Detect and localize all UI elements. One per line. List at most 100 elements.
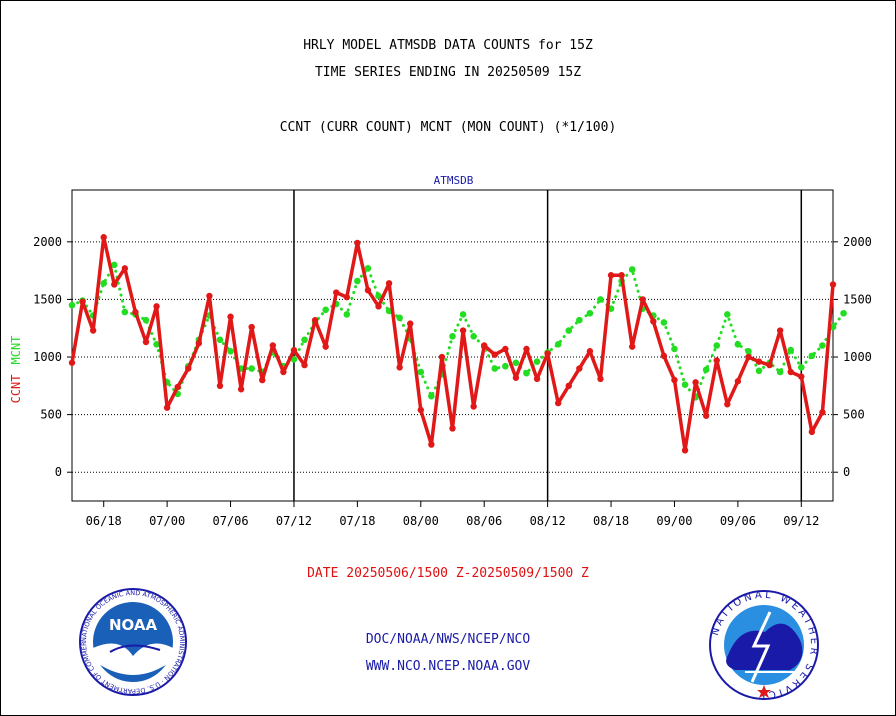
data-point-mcnt <box>671 345 678 353</box>
data-point-mcnt <box>343 311 351 318</box>
ytick-label-left: 0 <box>55 465 62 479</box>
ytick-label-right: 1500 <box>843 292 872 306</box>
data-point-ccnt <box>259 376 266 384</box>
chart-title-line1: HRLY MODEL ATMSDB DATA COUNTS for 15Z <box>303 38 593 53</box>
data-point-mcnt <box>470 332 477 340</box>
data-point-ccnt <box>544 350 551 357</box>
data-point-ccnt <box>206 292 213 300</box>
data-point-ccnt <box>185 365 192 372</box>
data-point-ccnt <box>523 345 530 353</box>
data-point-mcnt <box>512 359 520 367</box>
xtick-label: 07/12 <box>276 514 312 528</box>
data-point-mcnt <box>724 311 731 318</box>
data-point-mcnt <box>628 266 636 273</box>
data-point-ccnt <box>132 308 139 316</box>
data-point-mcnt <box>110 261 118 269</box>
date-range: DATE 20250506/1500 Z-20250509/1500 Z <box>307 566 589 581</box>
xtick-label: 09/06 <box>720 514 756 528</box>
xtick-label: 09/00 <box>656 514 692 528</box>
data-point-ccnt <box>745 353 752 361</box>
data-point-mcnt <box>745 347 752 355</box>
data-point-mcnt <box>713 342 721 349</box>
data-point-ccnt <box>100 234 107 241</box>
xtick-label: 07/00 <box>149 514 185 528</box>
data-point-mcnt <box>755 367 763 375</box>
data-point-mcnt <box>554 341 562 348</box>
website-link[interactable]: WWW.NCO.NCEP.NOAA.GOV <box>365 659 531 674</box>
data-point-mcnt <box>142 316 150 324</box>
ytick-label-right: 0 <box>843 465 850 479</box>
xtick-label: 08/18 <box>593 514 629 528</box>
y-axis-label: CCNT MCNT <box>9 336 23 404</box>
data-point-mcnt <box>840 309 847 317</box>
data-point-mcnt <box>248 365 255 372</box>
data-point-ccnt <box>533 375 541 383</box>
data-point-mcnt <box>491 365 499 372</box>
data-point-mcnt <box>797 364 805 371</box>
data-point-ccnt <box>385 280 393 287</box>
data-point-ccnt <box>470 403 477 410</box>
data-point-ccnt <box>650 318 657 325</box>
data-point-mcnt <box>533 358 541 365</box>
data-point-ccnt <box>628 343 636 350</box>
panel-label: ATMSDB <box>434 174 474 187</box>
data-point-ccnt <box>724 401 731 408</box>
data-point-mcnt <box>681 381 689 388</box>
data-point-ccnt <box>829 281 837 288</box>
data-point-ccnt <box>755 358 763 365</box>
ytick-label-right: 2000 <box>843 235 872 249</box>
data-point-ccnt <box>766 361 773 369</box>
data-point-ccnt <box>565 382 572 390</box>
data-point-ccnt <box>311 316 319 324</box>
data-point-mcnt <box>776 368 784 376</box>
data-point-ccnt <box>671 376 678 384</box>
data-point-mcnt <box>375 292 382 300</box>
data-point-ccnt <box>702 412 710 419</box>
data-point-ccnt <box>269 342 277 349</box>
data-point-ccnt <box>459 327 467 334</box>
data-point-ccnt <box>216 382 224 390</box>
data-point-ccnt <box>428 441 435 448</box>
data-point-ccnt <box>227 313 234 320</box>
data-point-ccnt <box>798 373 805 380</box>
data-point-ccnt <box>89 327 97 334</box>
data-point-mcnt <box>702 366 710 373</box>
data-point-ccnt <box>576 365 583 372</box>
data-point-ccnt <box>639 296 646 303</box>
data-point-ccnt <box>364 287 372 294</box>
data-point-ccnt <box>195 339 203 347</box>
data-point-mcnt <box>364 265 372 272</box>
ytick-label-right: 1000 <box>843 350 872 364</box>
data-point-ccnt <box>142 338 150 346</box>
data-point-ccnt <box>734 378 742 385</box>
data-point-ccnt <box>333 289 340 296</box>
data-point-ccnt <box>68 359 76 366</box>
data-point-mcnt <box>787 346 795 354</box>
data-point-ccnt <box>808 428 816 436</box>
xtick-label: 09/12 <box>783 514 819 528</box>
data-point-ccnt <box>819 409 826 416</box>
data-point-mcnt <box>301 336 308 344</box>
ytick-label-left: 2000 <box>33 235 62 249</box>
data-point-ccnt <box>597 375 604 383</box>
plot-border <box>71 189 834 502</box>
data-point-mcnt <box>417 368 425 376</box>
data-point-ccnt <box>618 272 625 279</box>
data-point-ccnt <box>481 342 488 349</box>
ytick-label-left: 1500 <box>33 292 62 306</box>
data-point-ccnt <box>237 386 245 393</box>
ytick-label-right: 500 <box>843 408 865 422</box>
xtick-label: 08/12 <box>530 514 566 528</box>
data-point-ccnt <box>248 323 255 331</box>
data-point-ccnt <box>660 352 668 360</box>
data-point-mcnt <box>68 301 76 309</box>
data-point-mcnt <box>449 332 456 340</box>
data-point-ccnt <box>174 383 181 391</box>
data-point-ccnt <box>79 298 86 305</box>
data-point-ccnt <box>681 447 689 454</box>
org-path: DOC/NOAA/NWS/NCEP/NCO <box>365 632 531 647</box>
data-point-mcnt <box>808 352 816 360</box>
data-point-ccnt <box>787 368 794 376</box>
data-point-mcnt <box>322 306 329 314</box>
